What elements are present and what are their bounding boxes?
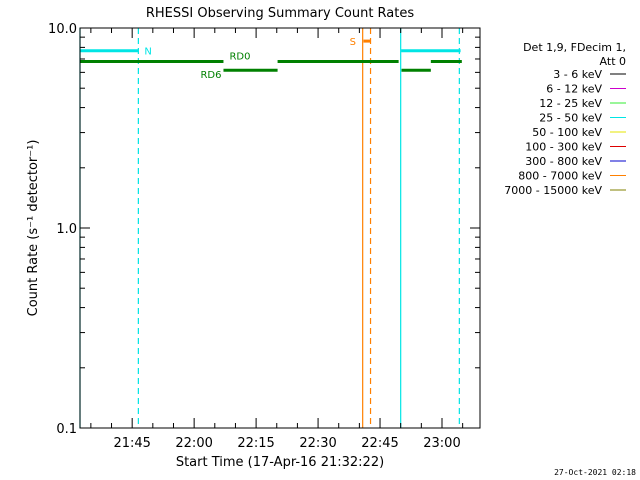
legend-label: 800 - 7000 keV	[518, 170, 602, 183]
night-label: N	[144, 47, 151, 58]
y-tick-label: 1.0	[56, 222, 77, 237]
decimation-label: RD0	[229, 51, 250, 62]
legend-label: 100 - 300 keV	[525, 141, 602, 154]
legend: Det 1,9, FDecim 1,Att 03 - 6 keV 6 - 12 k…	[504, 41, 626, 197]
x-tick-label: 23:00	[423, 436, 460, 451]
decimation-label: RD6	[200, 70, 221, 81]
x-tick-label: 22:00	[175, 436, 212, 451]
x-tick-label: 21:45	[113, 436, 150, 451]
legend-header: Det 1,9, FDecim 1,	[523, 41, 626, 54]
x-axis-label: Start Time (17-Apr-16 21:32:22)	[176, 455, 384, 470]
legend-label: 12 - 25 keV	[539, 97, 602, 110]
legend-label: 25 - 50 keV	[539, 112, 602, 125]
footer-timestamp: 27-Oct-2021 02:18	[554, 468, 636, 477]
legend-label: 3 - 6 keV	[553, 68, 602, 81]
legend-header: Att 0	[600, 55, 626, 68]
saa-label: S	[350, 37, 356, 48]
legend-label: 300 - 800 keV	[525, 155, 602, 168]
x-tick-label: 22:45	[361, 436, 398, 451]
x-tick-label: 22:30	[299, 436, 336, 451]
legend-label: 6 - 12 keV	[546, 83, 602, 96]
chart-title: RHESSI Observing Summary Count Rates	[146, 6, 415, 21]
y-axis-label: Count Rate (s⁻¹ detector⁻¹)	[26, 140, 41, 317]
y-tick-label: 10.0	[48, 22, 77, 37]
x-tick-label: 22:15	[237, 436, 274, 451]
y-tick-label: 0.1	[56, 422, 77, 437]
legend-label: 7000 - 15000 keV	[504, 184, 602, 197]
plot-frame	[79, 27, 481, 429]
legend-label: 50 - 100 keV	[532, 126, 602, 139]
